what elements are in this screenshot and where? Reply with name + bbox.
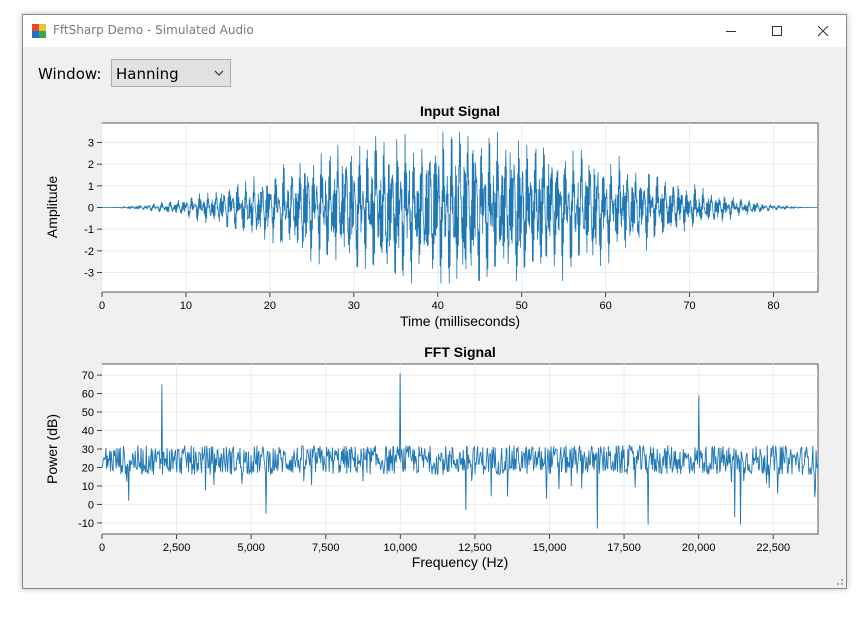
y-tick-label: 0 <box>88 203 94 215</box>
x-tick-label: 7,500 <box>312 542 340 554</box>
x-tick-label: 10,000 <box>384 542 418 554</box>
x-tick-label: 0 <box>99 542 105 554</box>
window-function-select[interactable]: Hanning <box>111 59 231 87</box>
x-tick-label: 30 <box>348 300 360 312</box>
maximize-button[interactable] <box>754 15 800 47</box>
x-tick-label: 70 <box>683 300 695 312</box>
x-tick-label: 50 <box>516 300 528 312</box>
input-chart-title: Input Signal <box>420 103 500 119</box>
x-tick-label: 0 <box>99 300 105 312</box>
y-tick-label: 30 <box>82 444 94 456</box>
fft-power-line <box>101 373 819 529</box>
x-tick-label: 17,500 <box>607 542 641 554</box>
y-tick-label: 0 <box>88 499 94 511</box>
fft-chart-title: FFT Signal <box>424 344 496 360</box>
window-function-label: Window: <box>38 65 102 83</box>
y-tick-label: 2 <box>88 159 94 171</box>
x-tick-label: 80 <box>767 300 779 312</box>
y-tick-label: 60 <box>82 389 94 401</box>
y-tick-label: 50 <box>82 407 94 419</box>
chevron-down-icon <box>214 70 224 76</box>
fft-y-axis-label: Power (dB) <box>44 414 60 484</box>
x-tick-label: 20,000 <box>682 542 716 554</box>
resize-grip-icon[interactable] <box>834 576 844 586</box>
app-window: FftSharp Demo - Simulated Audio Window: … <box>22 14 847 589</box>
window-title: FftSharp Demo - Simulated Audio <box>53 23 254 37</box>
minimize-button[interactable] <box>708 15 754 47</box>
x-tick-label: 22,500 <box>756 542 790 554</box>
y-tick-label: 70 <box>82 370 94 382</box>
y-tick-label: 40 <box>82 426 94 438</box>
input-signal-line <box>102 131 818 284</box>
y-tick-label: 1 <box>88 181 94 193</box>
app-icon <box>32 24 46 38</box>
title-bar[interactable]: FftSharp Demo - Simulated Audio <box>23 15 846 47</box>
x-tick-label: 2,500 <box>163 542 191 554</box>
y-tick-label: 10 <box>82 481 94 493</box>
input-signal-chart: Input Signal 0 10 20 30 40 50 60 70 80 3210-1-2-… <box>44 103 819 329</box>
input-x-axis-label: Time (milliseconds) <box>400 313 520 329</box>
x-tick-label: 12,500 <box>458 542 492 554</box>
x-tick-label: 40 <box>432 300 444 312</box>
minimize-icon <box>726 31 736 32</box>
x-tick-label: 20 <box>264 300 276 312</box>
fft-x-axis-label: Frequency (Hz) <box>412 554 508 570</box>
close-icon <box>817 25 829 37</box>
x-tick-label: 15,000 <box>533 542 567 554</box>
y-tick-label: -2 <box>84 246 94 258</box>
x-tick-label: 10 <box>180 300 192 312</box>
x-tick-label: 60 <box>600 300 612 312</box>
x-tick-label: 5,000 <box>237 542 265 554</box>
y-tick-label: 3 <box>88 138 94 150</box>
y-tick-label: 20 <box>82 462 94 474</box>
input-y-axis-label: Amplitude <box>44 176 60 238</box>
charts-area: Input Signal 0 10 20 30 40 50 60 70 80 3210-1-2-… <box>44 103 819 570</box>
y-tick-label: -10 <box>78 518 94 530</box>
y-tick-label: -1 <box>84 224 94 236</box>
maximize-icon <box>772 26 782 36</box>
y-tick-label: -3 <box>84 268 94 280</box>
window-function-value: Hanning <box>116 65 179 83</box>
fft-signal-chart: FFT Signal 0 2,500 5,000 7,500 10,000 12,500 1… <box>44 344 819 570</box>
close-button[interactable] <box>800 15 846 47</box>
